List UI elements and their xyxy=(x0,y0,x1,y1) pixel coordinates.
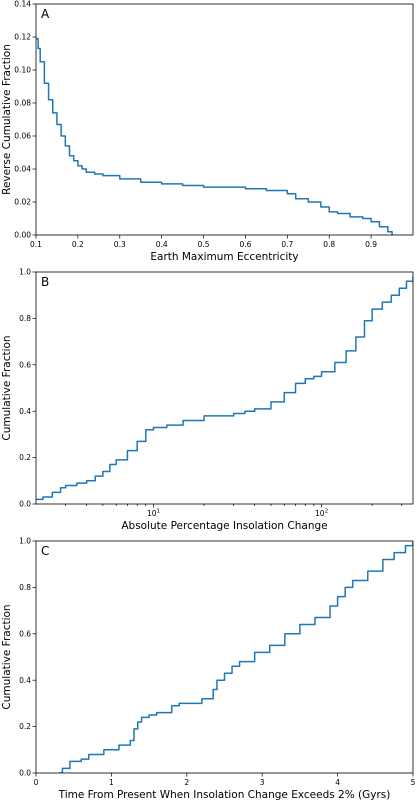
y-tick-label: 0.4 xyxy=(19,676,31,685)
series-line xyxy=(58,541,413,773)
series-line xyxy=(36,276,413,501)
y-tick-label: 0.14 xyxy=(14,0,31,9)
x-tick-label: 101 xyxy=(147,509,160,519)
y-tick-label: 0.04 xyxy=(14,165,31,174)
y-tick-label: 0.08 xyxy=(14,99,31,108)
plot-frame xyxy=(35,271,414,505)
x-tick-label: 0.6 xyxy=(239,240,251,249)
y-tick-label: 0.0 xyxy=(19,500,31,509)
y-axis-label: Reverse Cumulative Fraction xyxy=(1,44,13,195)
x-axis-label: Absolute Percentage Insolation Change xyxy=(121,520,327,532)
panel-c: 0 1 2 3 4 5 0.0 0.2 0.4 0.6 0.8 1.0 Time From Presen… xyxy=(1,537,416,800)
x-tick-label: 2 xyxy=(184,778,189,787)
panel-a: 0.1 0.2 0.3 0.4 0.5 0.6 0.7 0.8 0.9 0.00 0.02 0.04 0… xyxy=(1,0,414,263)
y-tick-label: 0.02 xyxy=(14,198,31,207)
plot-frame xyxy=(35,3,414,236)
x-tick-label: 0.5 xyxy=(198,240,210,249)
x-tick-label: 0.7 xyxy=(281,240,293,249)
y-tick-label: 0.6 xyxy=(19,360,31,369)
x-tick-label: 0.1 xyxy=(30,240,42,249)
y-tick-label: 0.8 xyxy=(19,583,31,592)
x-tick-label: 0 xyxy=(34,778,39,787)
x-tick-label: 0.4 xyxy=(156,240,168,249)
x-tick-label: 5 xyxy=(411,778,416,787)
y-axis-label: Cumulative Fraction xyxy=(1,335,13,440)
panel-letter: C xyxy=(41,544,49,558)
x-tick-label: 0.3 xyxy=(114,240,126,249)
x-tick-label: 0.9 xyxy=(365,240,377,249)
series-line xyxy=(36,37,393,235)
x-axis-label: Time From Present When Insolation Change… xyxy=(58,789,391,800)
y-tick-label: 0.2 xyxy=(19,722,31,731)
x-axis-label: Earth Maximum Eccentricity xyxy=(150,251,298,263)
panel-letter: B xyxy=(41,275,49,289)
y-tick-label: 0.4 xyxy=(19,407,31,416)
y-tick-label: 1.0 xyxy=(19,537,31,546)
x-tick-label: 0.2 xyxy=(72,240,84,249)
y-tick-label: 0.0 xyxy=(19,769,31,778)
x-tick-label: 3 xyxy=(260,778,265,787)
panel-letter: A xyxy=(41,7,50,21)
x-tick-label: 1 xyxy=(109,778,114,787)
y-axis-label: Cumulative Fraction xyxy=(1,604,13,709)
plot-frame xyxy=(35,540,414,774)
y-tick-label: 0.06 xyxy=(14,132,31,141)
y-tick-label: 0.12 xyxy=(14,33,31,42)
y-tick-label: 0.10 xyxy=(14,66,31,75)
x-tick-label: 4 xyxy=(335,778,340,787)
y-tick-label: 0.8 xyxy=(19,314,31,323)
y-tick-label: 1.0 xyxy=(19,268,31,277)
panel-b: 101 102 0.0 0.2 0.4 0.6 0.8 1.0 Absolute Percent… xyxy=(1,268,414,532)
x-tick-label: 102 xyxy=(315,509,328,519)
y-tick-label: 0.6 xyxy=(19,629,31,638)
x-tick-label: 0.8 xyxy=(323,240,335,249)
y-tick-label: 0.00 xyxy=(14,231,31,240)
y-tick-label: 0.2 xyxy=(19,453,31,462)
